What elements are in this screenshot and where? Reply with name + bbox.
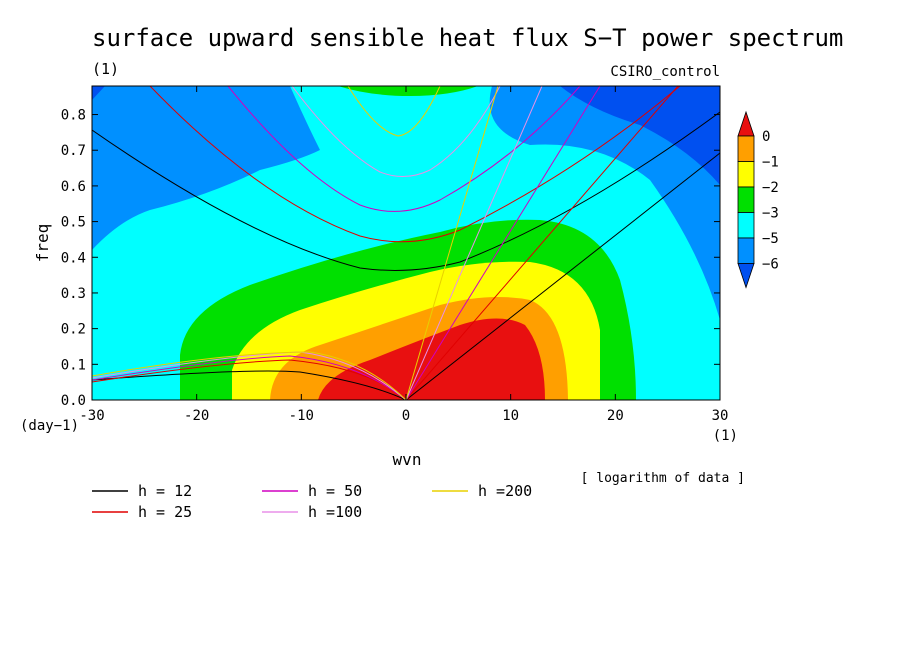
- curve-h50-upper: [227, 86, 581, 212]
- curve-h25-upper: [149, 86, 681, 243]
- contour-field: [92, 86, 720, 400]
- y-tick-label: 0.2: [61, 322, 86, 338]
- y-tick-label: 0.4: [61, 250, 86, 266]
- curve-h25-kelvin: [405, 86, 679, 400]
- chart-subtitle-left: (1): [92, 60, 119, 78]
- colorbar-label: −3: [762, 206, 779, 222]
- x-tick-label: 0: [402, 408, 410, 424]
- colorbar-swatch: [737, 237, 755, 264]
- colorbar-label: −2: [762, 180, 779, 196]
- legend: h = 12 h = 25 h = 50 h =100 h =200: [92, 482, 532, 521]
- curve-h100-kelvin: [405, 86, 543, 400]
- data-note: [ logarithm of data ]: [581, 471, 745, 486]
- x-tick-label: 30: [712, 408, 729, 424]
- legend-label: h =200: [478, 482, 532, 500]
- curve-h200-kelvin: [405, 86, 499, 400]
- legend-label: h = 12: [138, 482, 192, 500]
- x-tick-label: -20: [184, 408, 209, 424]
- x-axis-unit: (1): [713, 428, 738, 444]
- curve-h100-upper: [291, 86, 501, 177]
- colorbar-label: −1: [762, 155, 779, 171]
- x-tick-label: 10: [502, 408, 519, 424]
- y-axis: 0.0 0.1 0.2 0.3 0.4 0.5 0.6 0.7 0.8: [61, 108, 720, 409]
- chart-title: surface upward sensible heat flux S−T po…: [92, 24, 843, 52]
- contour-region-blue-right: [489, 86, 720, 320]
- chart-subtitle-right: CSIRO_control: [610, 64, 720, 80]
- y-tick-label: 0.6: [61, 179, 86, 195]
- curve-h200-lower: [92, 351, 407, 400]
- curve-h12-upper: [92, 111, 720, 271]
- x-tick-label: -10: [289, 408, 314, 424]
- curve-h12-lower: [92, 370, 407, 400]
- colorbar-label: 0: [762, 129, 770, 145]
- y-axis-unit: (day−1): [20, 418, 79, 434]
- y-tick-label: 0.0: [61, 393, 86, 409]
- contour-region-deepblue-left: [92, 86, 105, 100]
- curve-h200-upper: [347, 86, 441, 137]
- colorbar-swatch: [737, 212, 755, 239]
- colorbar-label: −6: [762, 257, 779, 273]
- colorbar: 0 −1 −2 −3 −5 −6: [737, 110, 779, 289]
- colorbar-bottom-arrow: [737, 263, 755, 289]
- colorbar-label: −5: [762, 231, 779, 247]
- x-axis: -30 -20 -10 0 10 20 30: [79, 86, 728, 424]
- colorbar-swatch: [737, 161, 755, 188]
- y-tick-label: 0.3: [61, 286, 86, 302]
- contour-region-deepblue-right: [560, 86, 720, 185]
- legend-label: h = 25: [138, 503, 192, 521]
- y-axis-label: freq: [33, 224, 52, 263]
- legend-label: h = 50: [308, 482, 362, 500]
- y-tick-label: 0.1: [61, 357, 86, 373]
- x-tick-label: -30: [79, 408, 104, 424]
- curve-h12-kelvin: [405, 152, 720, 400]
- contour-region-green-top: [338, 86, 478, 96]
- y-tick-label: 0.5: [61, 215, 86, 231]
- x-axis-label: wvn: [393, 450, 422, 469]
- curve-h50-kelvin: [405, 86, 601, 400]
- colorbar-swatch: [737, 135, 755, 162]
- x-tick-label: 20: [607, 408, 624, 424]
- colorbar-swatch: [737, 186, 755, 213]
- y-tick-label: 0.8: [61, 108, 86, 124]
- colorbar-top-arrow: [737, 110, 755, 137]
- dispersion-curves: [92, 86, 720, 400]
- legend-label: h =100: [308, 503, 362, 521]
- curve-h50-lower: [92, 355, 407, 400]
- y-tick-label: 0.7: [61, 143, 86, 159]
